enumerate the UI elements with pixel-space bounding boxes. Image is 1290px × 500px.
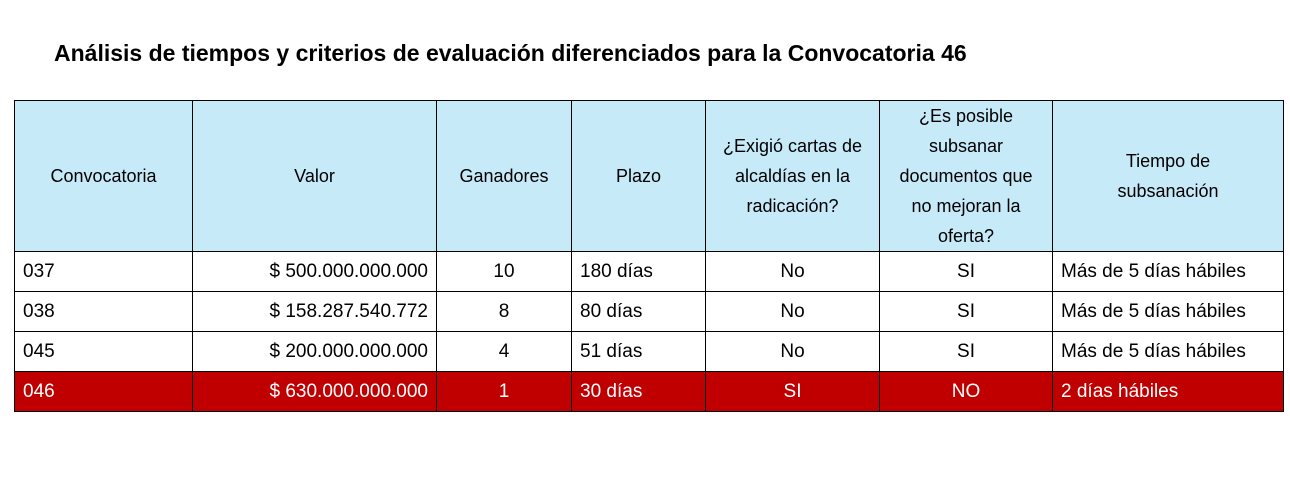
cell-cartas: SI — [705, 371, 880, 412]
header-tiempo: Tiempo de subsanación — [1052, 100, 1284, 252]
header-subsanar: ¿Es posible subsanar documentos que no m… — [879, 100, 1053, 252]
cell-tiempo: Más de 5 días hábiles — [1052, 251, 1284, 292]
cell-valor: $ 500.000.000.000 — [192, 251, 437, 292]
cell-cartas: No — [705, 331, 880, 372]
comparison-table: Convocatoria Valor Ganadores Plazo ¿Exig… — [14, 100, 1284, 412]
cell-convocatoria: 037 — [14, 251, 193, 292]
cell-subsanar: SI — [879, 291, 1053, 332]
cell-tiempo: Más de 5 días hábiles — [1052, 331, 1284, 372]
cell-convocatoria: 045 — [14, 331, 193, 372]
table-row: 038 $ 158.287.540.772 8 80 días No SI Má… — [14, 291, 1284, 332]
cell-subsanar: SI — [879, 251, 1053, 292]
header-valor: Valor — [192, 100, 437, 252]
cell-valor: $ 158.287.540.772 — [192, 291, 437, 332]
cell-valor: $ 630.000.000.000 — [192, 371, 437, 412]
header-plazo: Plazo — [571, 100, 706, 252]
cell-tiempo: Más de 5 días hábiles — [1052, 291, 1284, 332]
cell-ganadores: 8 — [436, 291, 572, 332]
cell-plazo: 180 días — [571, 251, 706, 292]
table-row: 045 $ 200.000.000.000 4 51 días No SI Má… — [14, 331, 1284, 372]
cell-cartas: No — [705, 291, 880, 332]
highlighted-row: 046 $ 630.000.000.000 1 30 días SI NO 2 … — [14, 371, 1284, 412]
cell-subsanar: NO — [879, 371, 1053, 412]
cell-plazo: 51 días — [571, 331, 706, 372]
page-title: Análisis de tiempos y criterios de evalu… — [54, 40, 967, 66]
cell-ganadores: 10 — [436, 251, 572, 292]
cell-convocatoria: 046 — [14, 371, 193, 412]
table-row: 037 $ 500.000.000.000 10 180 días No SI … — [14, 251, 1284, 292]
cell-valor: $ 200.000.000.000 — [192, 331, 437, 372]
header-ganadores: Ganadores — [436, 100, 572, 252]
header-convocatoria: Convocatoria — [14, 100, 193, 252]
cell-subsanar: SI — [879, 331, 1053, 372]
cell-ganadores: 4 — [436, 331, 572, 372]
cell-plazo: 30 días — [571, 371, 706, 412]
header-cartas: ¿Exigió cartas de alcaldías en la radica… — [705, 100, 880, 252]
cell-cartas: No — [705, 251, 880, 292]
cell-plazo: 80 días — [571, 291, 706, 332]
cell-tiempo: 2 días hábiles — [1052, 371, 1284, 412]
cell-ganadores: 1 — [436, 371, 572, 412]
table-header-row: Convocatoria Valor Ganadores Plazo ¿Exig… — [14, 100, 1284, 252]
cell-convocatoria: 038 — [14, 291, 193, 332]
